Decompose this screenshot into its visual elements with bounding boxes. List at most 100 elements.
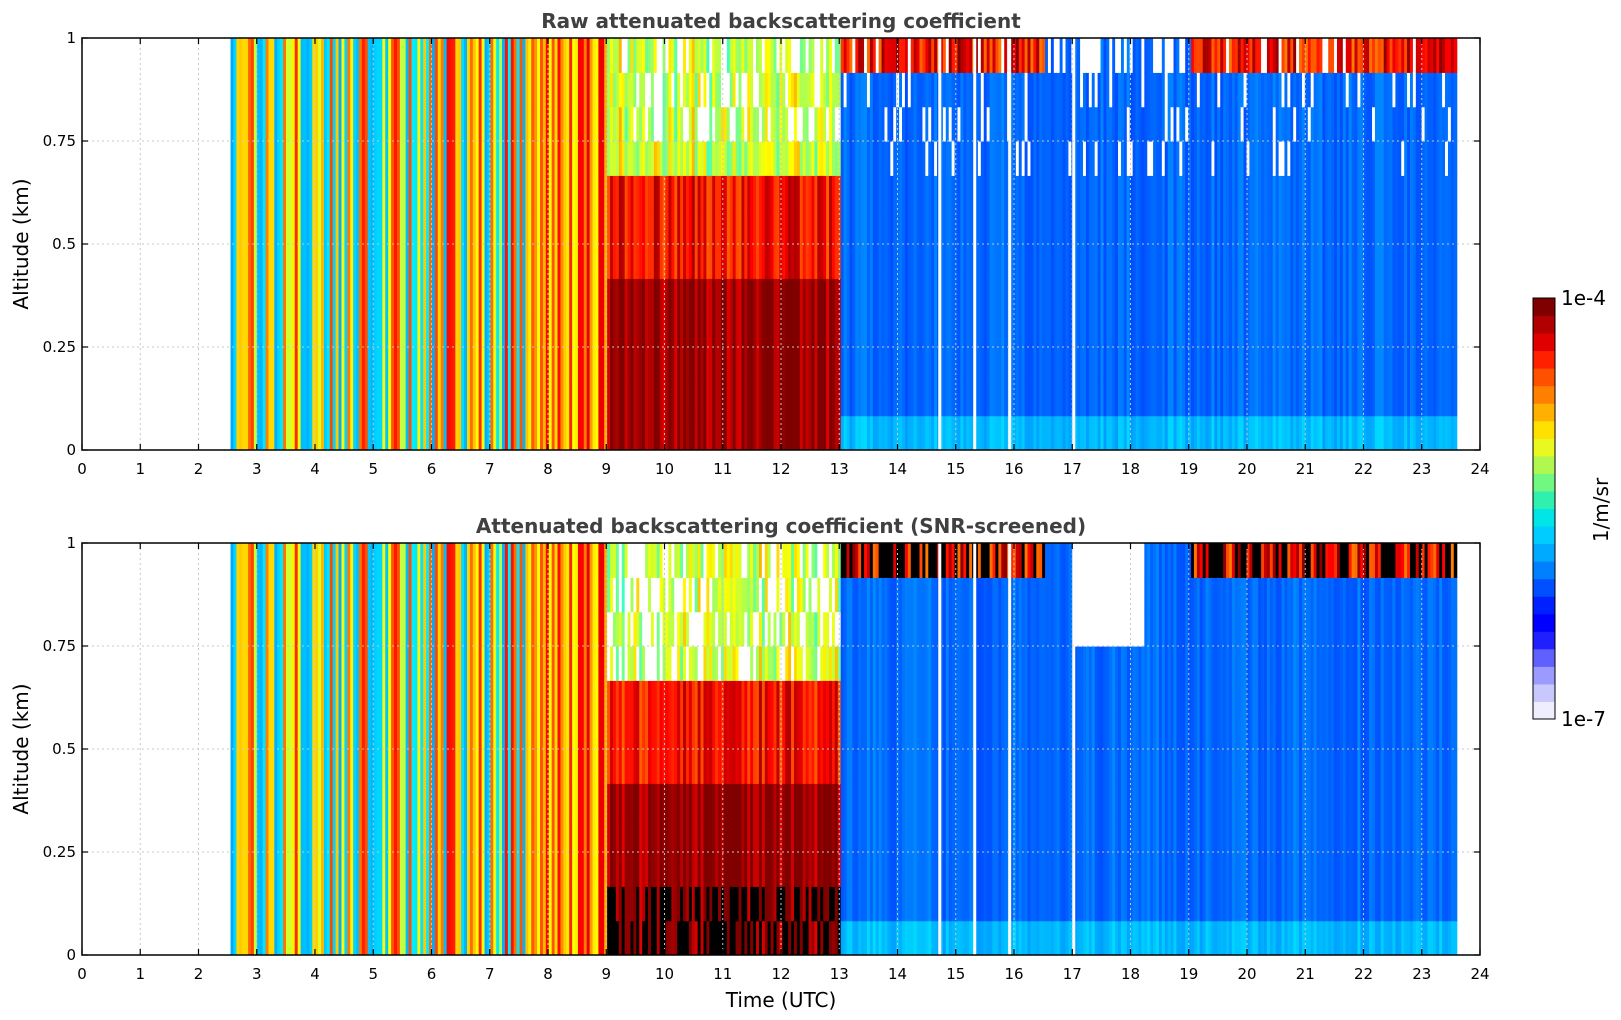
heatmap-cell	[1150, 209, 1154, 245]
heatmap-cell	[528, 72, 532, 108]
heatmap-cell	[1226, 141, 1230, 176]
heatmap-cell	[855, 312, 859, 348]
heatmap-cell	[490, 106, 494, 142]
heatmap-cell	[723, 106, 728, 142]
heatmap-cell	[312, 244, 316, 279]
heatmap-cell	[709, 106, 713, 142]
heatmap-cell	[1258, 72, 1262, 108]
heatmap-cell	[280, 347, 284, 382]
heatmap-cell	[464, 175, 468, 211]
heatmap-cell	[1021, 415, 1026, 450]
heatmap-cell	[767, 209, 772, 245]
heatmap-cell	[1334, 278, 1338, 314]
heatmap-cell	[423, 106, 427, 142]
heatmap-cell	[1436, 244, 1440, 279]
heatmap-cell	[434, 175, 439, 211]
heatmap-cell	[922, 106, 926, 142]
heatmap-cell	[332, 106, 337, 142]
heatmap-cell	[566, 244, 570, 279]
heatmap-cell	[531, 209, 535, 245]
heatmap-cell	[1211, 38, 1215, 73]
heatmap-cell	[887, 38, 891, 73]
heatmap-cell	[1217, 415, 1221, 450]
heatmap-cell	[1083, 381, 1087, 417]
heatmap-cell	[1179, 141, 1183, 176]
heatmap-cell	[1185, 312, 1189, 348]
heatmap-cell	[1021, 209, 1026, 245]
heatmap-cell	[758, 381, 763, 417]
heatmap-cell	[1164, 106, 1169, 142]
heatmap-cell	[881, 244, 886, 279]
heatmap-cell	[1293, 381, 1297, 417]
heatmap-cell	[1234, 141, 1239, 176]
heatmap-cell	[966, 312, 970, 348]
heatmap-cell	[1278, 38, 1283, 73]
heatmap-cell	[583, 278, 588, 314]
heatmap-cell	[537, 175, 541, 211]
heatmap-cell	[1377, 209, 1382, 245]
heatmap-cell	[399, 175, 404, 211]
heatmap-cell	[557, 312, 562, 348]
heatmap-cell	[741, 347, 745, 382]
heatmap-cell	[361, 278, 366, 314]
heatmap-cell	[1018, 72, 1023, 108]
heatmap-cell	[575, 278, 579, 314]
heatmap-cell	[595, 244, 599, 279]
heatmap-cell	[1176, 38, 1180, 73]
heatmap-cell	[315, 38, 319, 73]
heatmap-cell	[286, 244, 290, 279]
heatmap-cell	[1433, 244, 1437, 279]
heatmap-cell	[358, 244, 363, 279]
heatmap-cell	[995, 72, 999, 108]
heatmap-cell	[1284, 244, 1288, 279]
heatmap-cell	[288, 381, 293, 417]
heatmap-cell	[344, 72, 348, 108]
heatmap-cell	[785, 381, 789, 417]
heatmap-cell	[253, 72, 258, 108]
heatmap-cell	[1100, 175, 1105, 211]
heatmap-cell	[1068, 209, 1072, 245]
heatmap-cell	[297, 244, 302, 279]
heatmap-cell	[834, 278, 839, 314]
heatmap-cell	[1141, 209, 1145, 245]
heatmap-cell	[1077, 312, 1081, 348]
heatmap-cell	[496, 38, 500, 73]
heatmap-cell	[624, 244, 629, 279]
heatmap-cell	[855, 141, 859, 176]
heatmap-cell	[1033, 312, 1037, 348]
heatmap-cell	[1374, 381, 1379, 417]
heatmap-cell	[869, 415, 874, 450]
heatmap-cell	[1147, 381, 1151, 417]
heatmap-cell	[607, 381, 611, 417]
heatmap-cell	[256, 381, 261, 417]
heatmap-cell	[367, 347, 372, 382]
heatmap-cell	[904, 209, 909, 245]
heatmap-cell	[1421, 38, 1426, 73]
heatmap-cell	[440, 72, 445, 108]
heatmap-cell	[1313, 244, 1318, 279]
heatmap-cell	[831, 278, 836, 314]
heatmap-cell	[1056, 278, 1061, 314]
heatmap-cell	[1395, 312, 1399, 348]
heatmap-cell	[1360, 347, 1364, 382]
heatmap-cell	[648, 72, 652, 108]
heatmap-cell	[820, 38, 824, 73]
heatmap-cell	[1062, 347, 1067, 382]
heatmap-cell	[633, 106, 637, 142]
heatmap-cell	[817, 347, 821, 382]
heatmap-cell	[312, 347, 316, 382]
heatmap-cell	[1363, 415, 1367, 450]
heatmap-cell	[685, 72, 690, 108]
heatmap-cell	[1062, 415, 1067, 450]
heatmap-cell	[1018, 312, 1023, 348]
heatmap-cell	[726, 312, 731, 348]
heatmap-cell	[1193, 209, 1198, 245]
heatmap-cell	[928, 312, 932, 348]
heatmap-cell	[472, 209, 477, 245]
heatmap-cell	[1208, 312, 1213, 348]
heatmap-cell	[977, 278, 982, 314]
heatmap-cell	[685, 106, 690, 142]
heatmap-cell	[922, 312, 926, 348]
heatmap-cell	[747, 244, 751, 279]
heatmap-cell	[388, 278, 392, 314]
